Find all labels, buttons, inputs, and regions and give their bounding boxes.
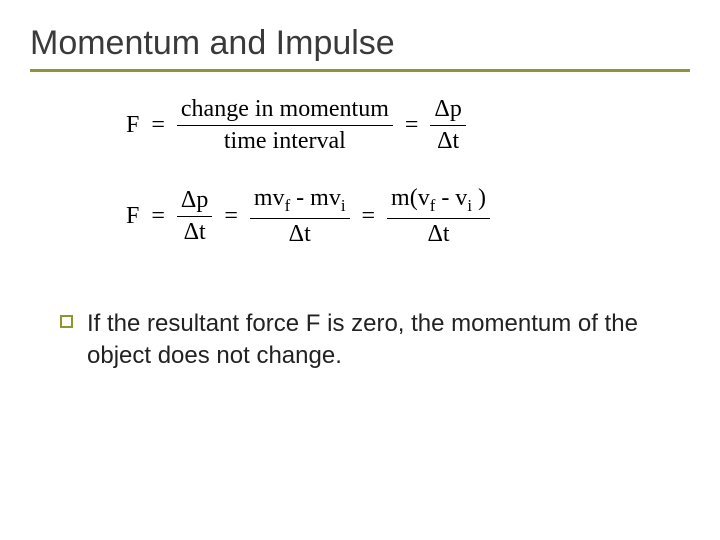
eq1-lhs: F [126,112,139,139]
eq2-fraction-3: m(vf - vi ) Δt [387,185,490,248]
eq2-frac2-den: Δt [285,219,315,248]
eq1-fraction-1: change in momentum time interval [177,96,393,155]
slide: Momentum and Impulse F = change in momen… [0,0,720,540]
eq2-f2-pre: mv [254,185,285,211]
equals-sign: = [405,112,419,139]
eq2-fraction-2: mvf - mvi Δt [250,185,350,248]
bullet-text: If the resultant force F is zero, the mo… [87,308,677,373]
eq1-frac2-den: Δt [433,126,463,155]
eq2-f2-mid: - mv [290,185,341,211]
eq1-frac1-den: time interval [220,126,350,155]
page-title: Momentum and Impulse [30,24,690,63]
equation-1: F = change in momentum time interval = Δ… [120,96,690,155]
eq2-f3-mid: - v [435,185,467,211]
title-underline [30,69,690,72]
eq2-frac1-num: Δp [177,187,212,217]
eq2-lhs: F [126,203,139,230]
square-bullet-icon [60,315,73,328]
eq2-fraction-1: Δp Δt [177,187,212,246]
equals-sign: = [151,112,165,139]
eq2-frac2-num: mvf - mvi [250,185,350,219]
eq2-f3-post: ) [472,185,486,211]
eq2-f2-sub2: i [341,196,346,215]
eq1-frac1-num: change in momentum [177,96,393,126]
equals-sign: = [224,203,238,230]
eq2-frac1-den: Δt [180,217,210,246]
eq1-fraction-2: Δp Δt [430,96,465,155]
equals-sign: = [362,203,376,230]
equation-block: F = change in momentum time interval = Δ… [120,96,690,248]
eq2-frac3-num: m(vf - vi ) [387,185,490,219]
equation-2: F = Δp Δt = mvf - mvi Δt = m(vf - vi ) Δ… [120,185,690,248]
eq2-frac3-den: Δt [423,219,453,248]
eq1-frac2-num: Δp [430,96,465,126]
equals-sign: = [151,203,165,230]
bullet-item: If the resultant force F is zero, the mo… [60,308,690,373]
eq2-f3-pre: m(v [391,185,430,211]
